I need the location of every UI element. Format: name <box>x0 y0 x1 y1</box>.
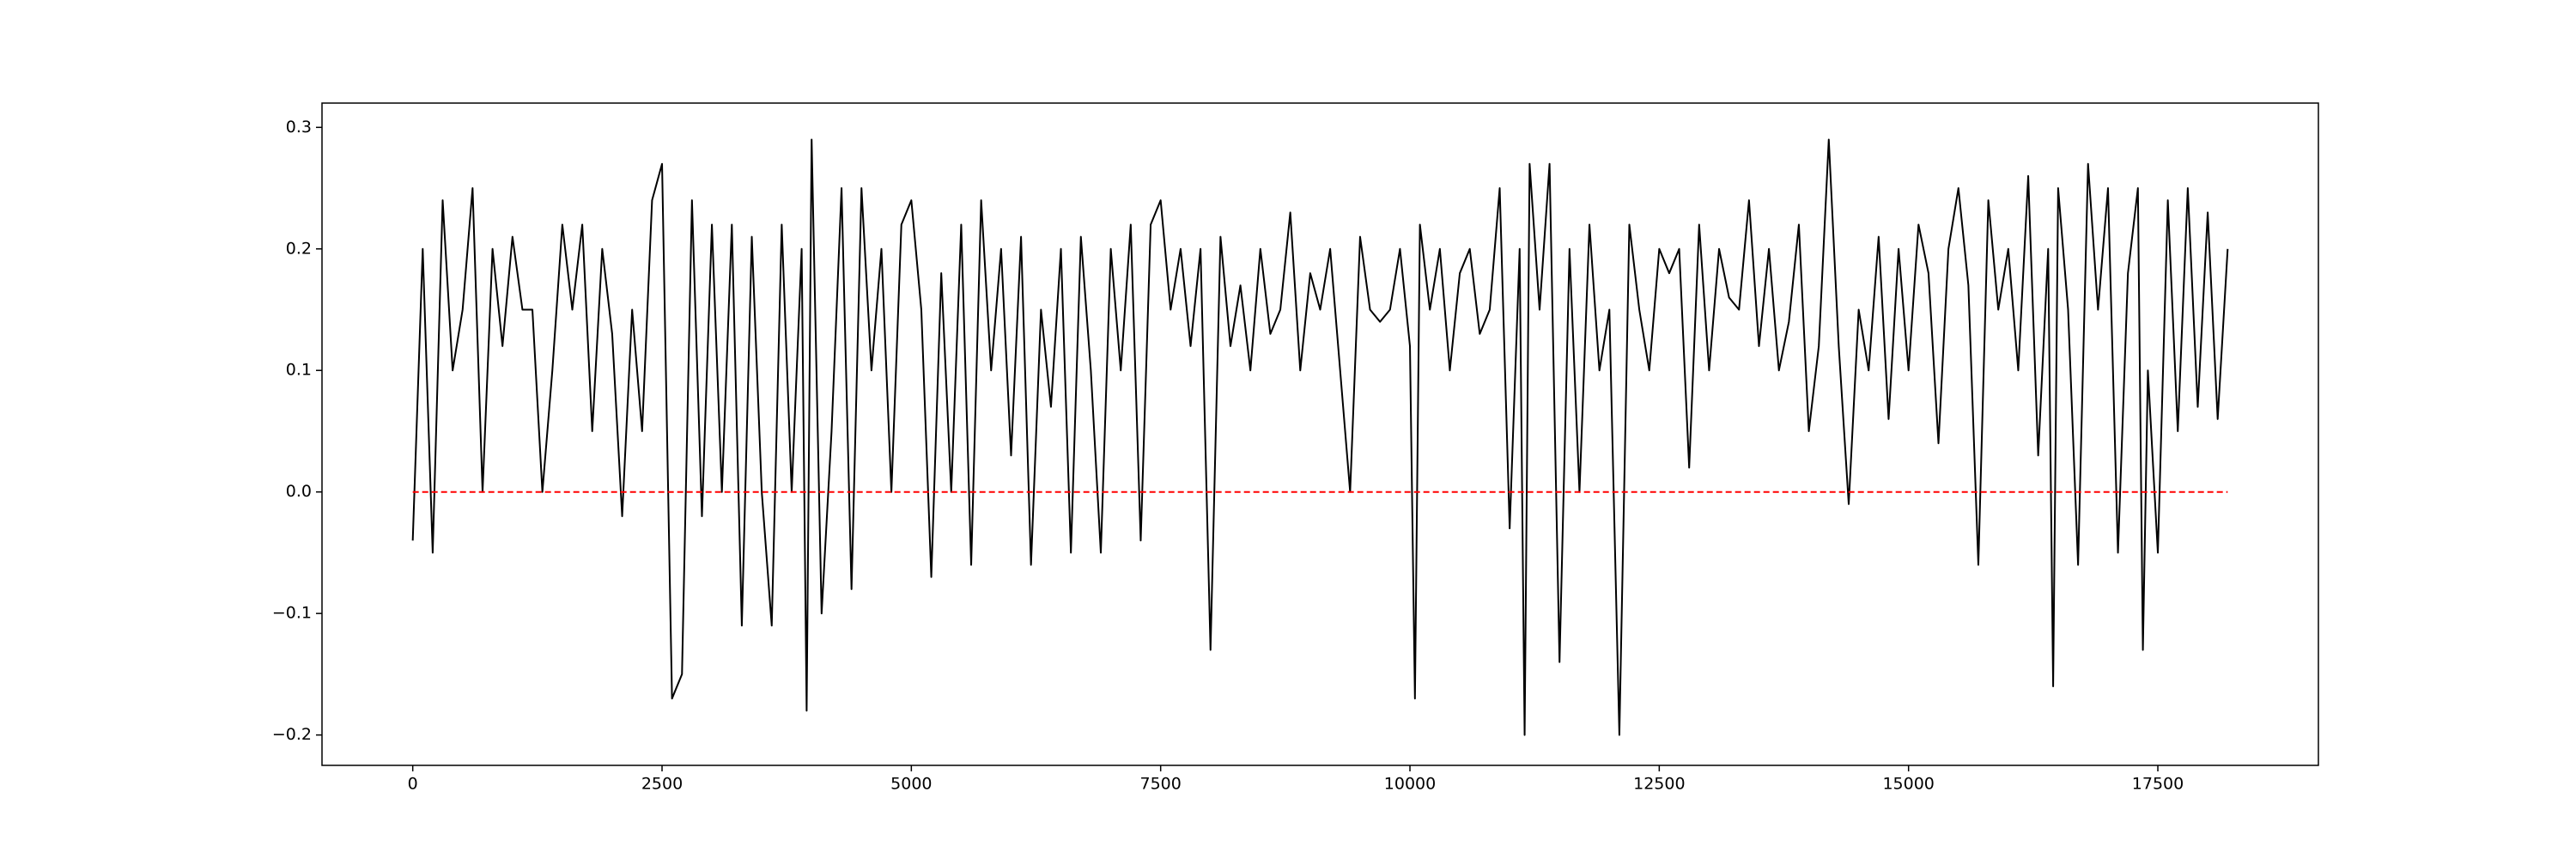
x-tick-label: 17500 <box>2132 775 2184 794</box>
x-tick-label: 5000 <box>890 775 932 794</box>
x-tick-label: 15000 <box>1882 775 1934 794</box>
y-tick-label: 0.2 <box>286 239 312 258</box>
x-tick-label: 12500 <box>1633 775 1685 794</box>
data-line <box>411 138 2229 736</box>
y-tick-label: 0.3 <box>286 118 312 137</box>
x-tick-label: 10000 <box>1384 775 1436 794</box>
y-tick-label: 0.0 <box>286 482 312 501</box>
x-tick-label: 0 <box>408 775 418 794</box>
x-tick-label: 7500 <box>1140 775 1182 794</box>
x-tick-label: 2500 <box>641 775 683 794</box>
plot-frame <box>321 102 2319 766</box>
y-tick-label: −0.1 <box>272 604 312 623</box>
y-tick-label: −0.2 <box>272 725 312 744</box>
y-tick-label: 0.1 <box>286 361 312 380</box>
